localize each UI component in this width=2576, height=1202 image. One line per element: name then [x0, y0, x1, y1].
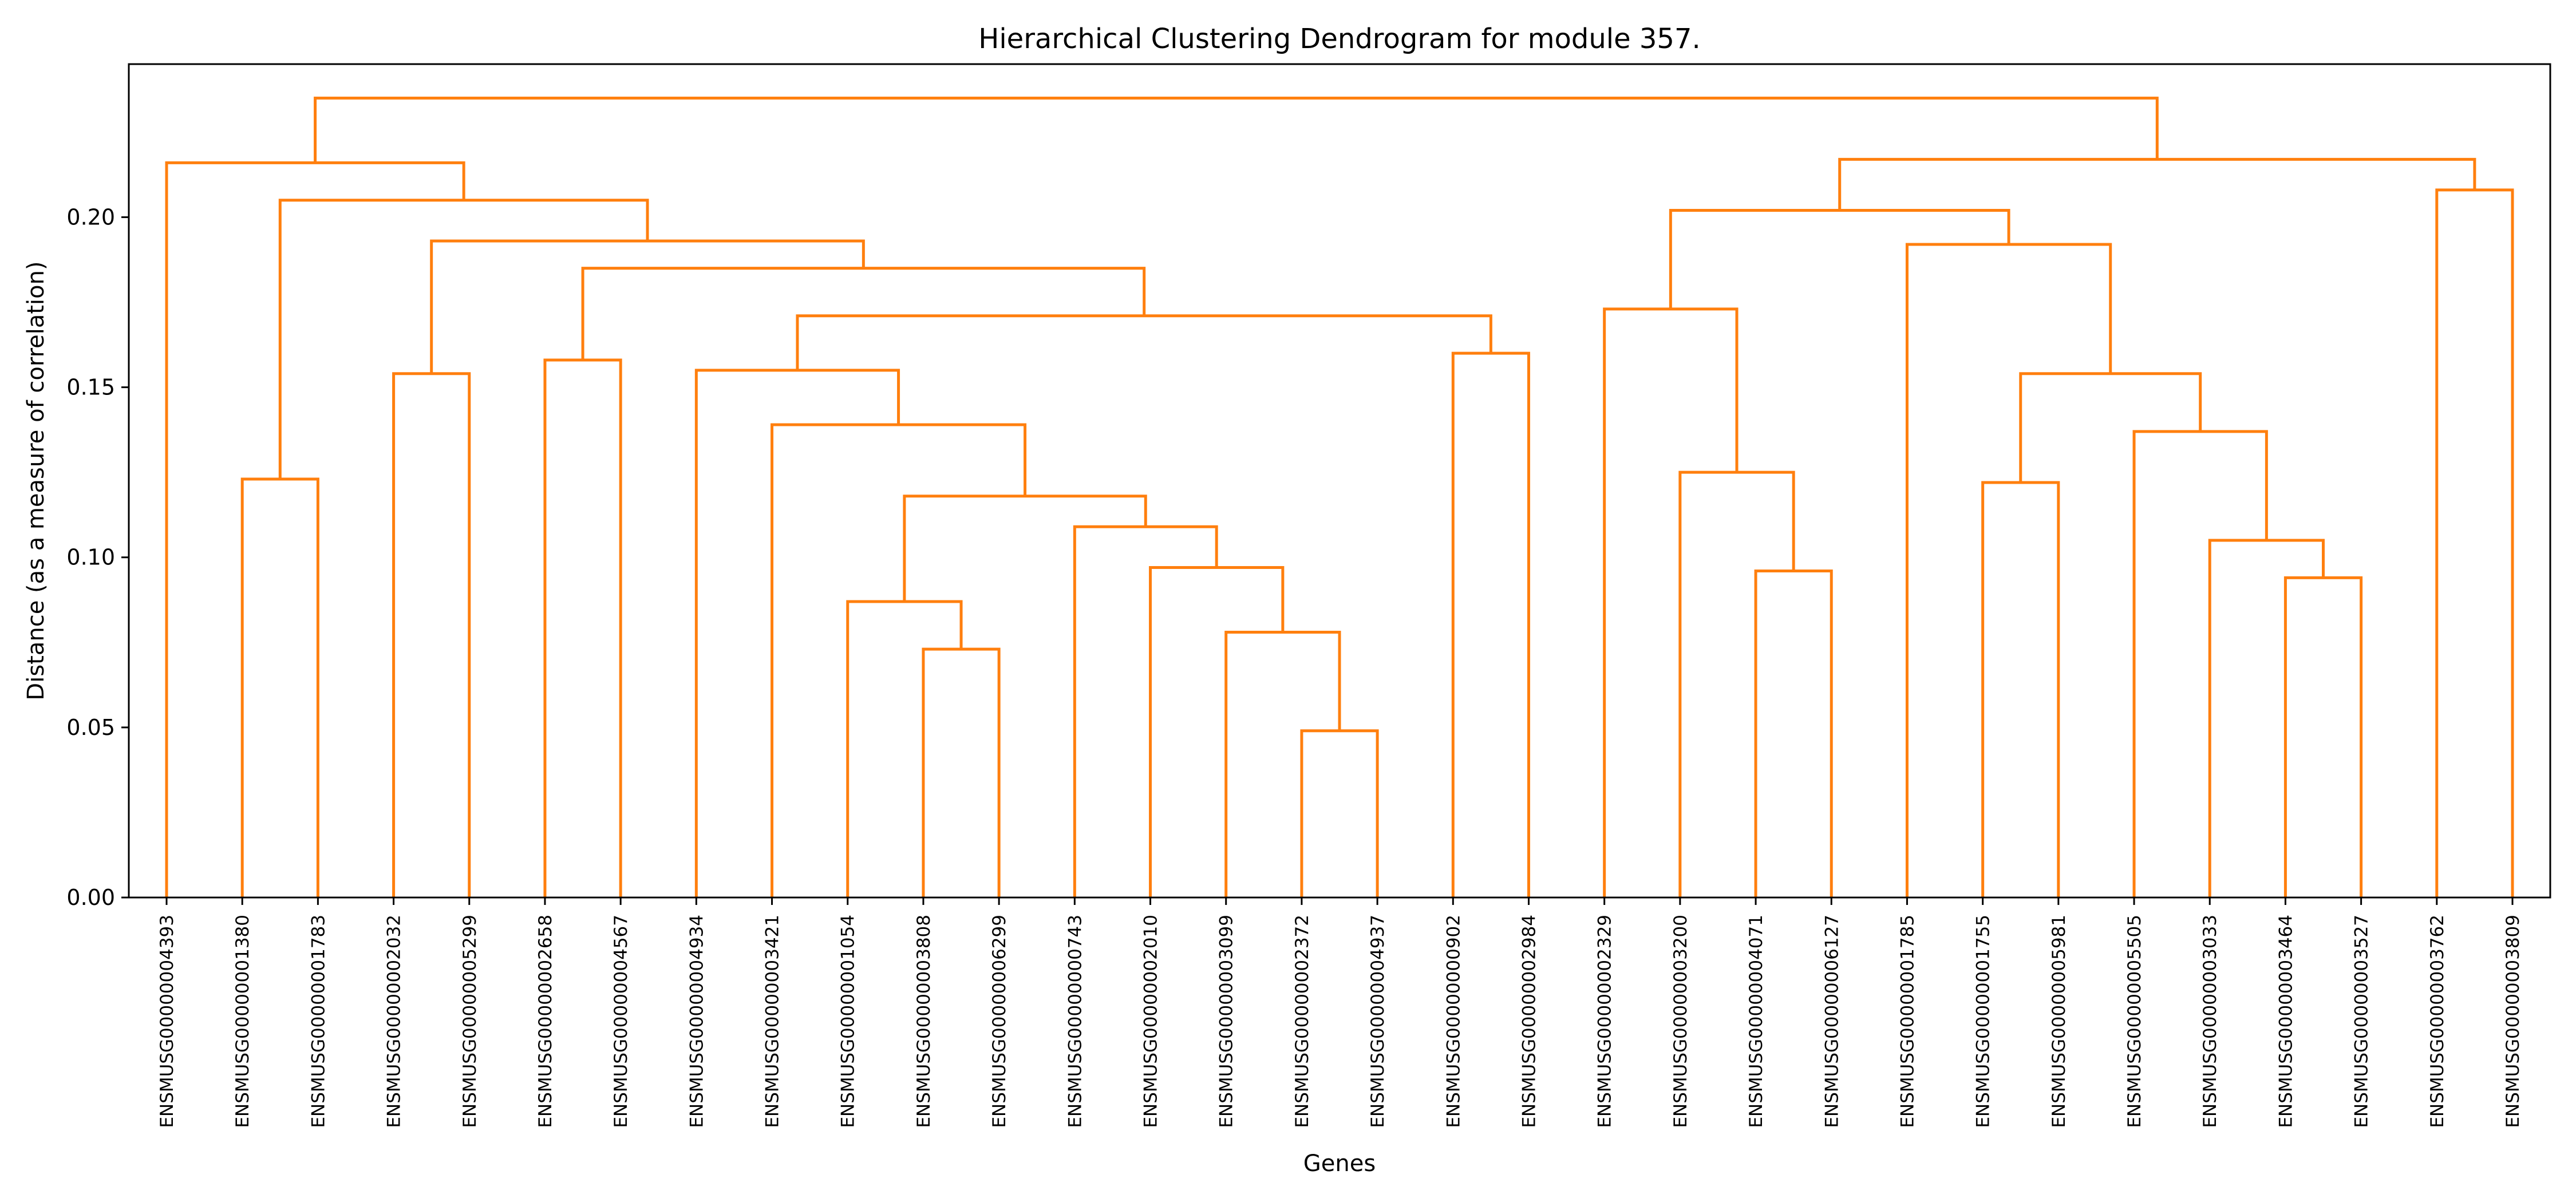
leaf-label: ENSMUSG00000004393 [157, 915, 177, 1128]
dendrogram-link-3 [2283, 576, 2363, 897]
dendrogram-link-29 [1838, 157, 2476, 211]
dendrogram-link-8 [846, 600, 963, 897]
dendrogram-link-12 [1678, 470, 1795, 897]
leaf-label: ENSMUSG00000005505 [2124, 915, 2145, 1128]
dendrogram-link-5 [1149, 566, 1285, 897]
dendrogram-link-11 [240, 477, 319, 897]
dendrogram-link-18 [543, 358, 622, 897]
leaf-label: ENSMUSG00000001755 [1973, 915, 1994, 1128]
leaf-label: ENSMUSG00000001054 [838, 915, 859, 1128]
y-tick-label: 0.15 [66, 375, 115, 400]
dendrogram-links [165, 96, 2514, 897]
leaf-label: ENSMUSG00000001785 [1897, 915, 1918, 1128]
y-tick-label: 0.00 [66, 885, 115, 910]
dendrogram-link-22 [581, 267, 1146, 361]
dendrogram-link-9 [903, 495, 1147, 602]
plot-frame [128, 63, 2551, 899]
dendrogram-link-7 [1073, 525, 1218, 897]
dendrogram-link-17 [694, 369, 900, 897]
leaf-label: ENSMUSG00000004937 [1368, 915, 1388, 1128]
dendrogram-link-19 [1451, 351, 1530, 897]
leaf-label: ENSMUSG00000003808 [914, 915, 934, 1128]
dendrogram-link-10 [1981, 481, 2060, 897]
dendrogram-link-13 [2132, 430, 2268, 897]
leaf-label: ENSMUSG00000004567 [611, 915, 631, 1128]
leaf-label: ENSMUSG00000003527 [2352, 915, 2372, 1128]
dendrogram-link-1 [922, 647, 1001, 897]
leaf-label: ENSMUSG00000005299 [460, 915, 480, 1128]
leaf-label: ENSMUSG00000003809 [2503, 915, 2523, 1128]
dendrogram-link-14 [771, 423, 1027, 897]
leaf-label: ENSMUSG00000002032 [384, 915, 405, 1128]
dendrogram-link-20 [796, 314, 1492, 370]
leaf-label: ENSMUSG00000004934 [686, 915, 707, 1128]
leaf-label: ENSMUSG00000002329 [1595, 915, 1615, 1128]
y-axis: 0.00 0.05 0.10 0.15 0.20 [66, 204, 129, 910]
leaf-label: ENSMUSG00000002372 [1292, 915, 1313, 1128]
dendrogram-link-24 [430, 239, 865, 374]
y-tick-label: 0.20 [66, 204, 115, 230]
leaf-label: ENSMUSG00000003099 [1216, 915, 1237, 1128]
leaf-label: ENSMUSG00000001783 [308, 915, 329, 1128]
dendrogram-link-16 [392, 372, 471, 897]
dendrogram-link-30 [314, 96, 2159, 163]
dendrogram-link-25 [1669, 209, 2010, 309]
y-axis-label: Distance (as a measure of correlation) [23, 261, 49, 700]
dendrogram-link-6 [2208, 539, 2325, 897]
leaf-label: ENSMUSG00000002658 [535, 915, 556, 1128]
leaf-label: ENSMUSG00000000743 [1065, 915, 1085, 1128]
y-tick-label: 0.10 [66, 545, 115, 570]
leaf-label: ENSMUSG00000004071 [1746, 915, 1767, 1128]
dendrogram-link-23 [1905, 243, 2112, 897]
leaf-label: ENSMUSG00000002984 [1519, 915, 1539, 1128]
leaf-label: ENSMUSG00000002010 [1141, 915, 1161, 1128]
leaf-label: ENSMUSG00000006127 [1822, 915, 1842, 1128]
dendrogram-link-4 [1754, 569, 1833, 897]
leaf-label: ENSMUSG00000003200 [1670, 915, 1691, 1128]
leaf-label: ENSMUSG00000000902 [1443, 915, 1464, 1128]
dendrogram-link-0 [1300, 729, 1379, 897]
dendrogram-link-21 [1603, 307, 1739, 897]
leaf-label: ENSMUSG00000003762 [2427, 915, 2448, 1128]
leaf-label: ENSMUSG00000001380 [232, 915, 253, 1128]
dendrogram-link-2 [1224, 630, 1341, 897]
dendrogram-link-28 [165, 161, 465, 897]
x-axis-label: Genes [1303, 1150, 1376, 1177]
leaf-label: ENSMUSG00000006299 [989, 915, 1010, 1128]
y-tick-label: 0.05 [66, 715, 115, 740]
dendrogram-link-15 [2019, 372, 2202, 483]
chart-title: Hierarchical Clustering Dendrogram for m… [978, 23, 1701, 55]
dendrogram-link-27 [2435, 188, 2514, 897]
leaf-label: ENSMUSG00000003464 [2275, 915, 2296, 1128]
x-axis: ENSMUSG00000004393 ENSMUSG00000001380 ENSM… [157, 897, 2523, 1128]
leaf-label: ENSMUSG00000003033 [2200, 915, 2221, 1128]
leaf-label: ENSMUSG00000003421 [762, 915, 783, 1128]
leaf-label: ENSMUSG00000005981 [2049, 915, 2069, 1128]
